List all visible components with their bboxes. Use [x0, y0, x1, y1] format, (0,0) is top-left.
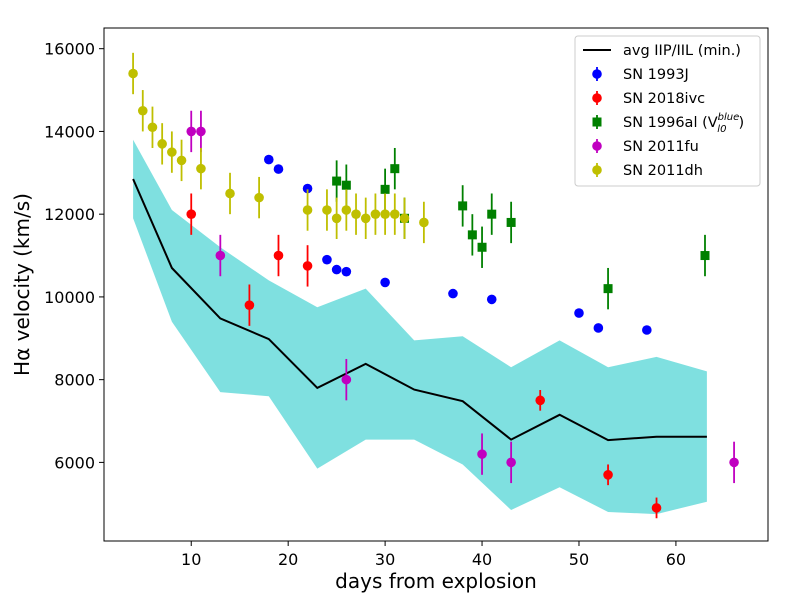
axis-ticks: 10 20 30 40 50 60 6000 8000 10000 12000 14000 16000: [44, 40, 686, 569]
legend: avg IIP/IIL (min.) SN 1993J SN 2018ivc SN 1…: [574, 35, 761, 187]
data-point: [390, 164, 400, 174]
data-point: [380, 184, 390, 194]
series-1: [186, 193, 662, 519]
data-point: [477, 449, 487, 459]
data-point: [322, 254, 332, 265]
data-point: [477, 242, 487, 252]
legend-marker: [592, 117, 602, 127]
data-point: [458, 201, 468, 211]
data-point: [399, 213, 410, 224]
data-point: [341, 266, 352, 277]
x-tick-label: 10: [181, 550, 201, 569]
series-0: [263, 154, 652, 335]
data-point: [535, 395, 546, 406]
data-point: [390, 209, 400, 219]
legend-label: SN 1996al (Vblue l0): [623, 112, 744, 135]
x-axis-label: days from explosion: [335, 569, 537, 593]
y-tick-label: 12000: [44, 205, 95, 224]
data-point: [651, 503, 662, 513]
data-point: [167, 147, 177, 157]
data-point: [331, 213, 342, 224]
data-point: [137, 105, 148, 116]
data-point: [196, 126, 206, 137]
data-point: [380, 277, 390, 288]
legend-marker: [592, 165, 602, 175]
data-point: [729, 457, 739, 468]
data-point: [147, 122, 158, 133]
spread-band: [133, 139, 707, 515]
spread-band-layer: [133, 139, 707, 515]
data-point: [341, 374, 352, 385]
data-point: [380, 209, 390, 219]
y-tick-label: 14000: [44, 122, 95, 141]
data-point: [332, 176, 342, 186]
data-point: [642, 325, 652, 335]
data-point: [603, 284, 613, 294]
data-point: [360, 213, 371, 224]
data-point: [700, 251, 710, 261]
data-point: [186, 209, 197, 219]
data-point: [128, 68, 138, 79]
avg-line-layer: [132, 178, 707, 442]
data-point: [244, 300, 255, 310]
y-tick-label: 6000: [54, 453, 95, 472]
data-point: [419, 217, 429, 228]
data-point: [186, 126, 197, 137]
data-point: [487, 209, 497, 219]
legend-marker: [592, 69, 602, 79]
series-4: [128, 52, 429, 244]
data-point: [302, 183, 313, 194]
data-point: [506, 457, 516, 468]
data-point: [506, 217, 516, 227]
data-point: [225, 188, 235, 199]
data-point: [196, 163, 206, 174]
legend-label: SN 2018ivc: [623, 91, 705, 107]
legend-marker: [592, 141, 602, 151]
data-point: [486, 294, 497, 305]
data-point: [273, 164, 284, 174]
y-axis-label: Hα velocity (km/s): [10, 193, 34, 376]
data-point: [351, 209, 361, 219]
x-tick-label: 60: [666, 550, 686, 569]
data-point: [302, 205, 313, 215]
legend-box: [574, 35, 761, 187]
data-point: [370, 209, 381, 219]
x-tick-label: 20: [278, 550, 298, 569]
data-point: [215, 250, 226, 261]
data-point: [341, 205, 352, 215]
data-point: [273, 250, 284, 261]
data-point: [157, 139, 167, 149]
legend-label: SN 2011fu: [623, 139, 699, 155]
legend-label: avg IIP/IIL (min.): [623, 43, 741, 59]
avg-line: [132, 178, 707, 442]
data-point: [263, 154, 274, 165]
y-tick-label: 10000: [44, 288, 95, 307]
data-point: [448, 288, 458, 299]
data-point: [322, 205, 332, 215]
x-tick-label: 40: [472, 550, 492, 569]
data-point: [467, 230, 477, 240]
data-point: [574, 308, 584, 318]
data-point: [603, 470, 613, 480]
legend-label: SN 1993J: [623, 67, 689, 83]
x-tick-label: 50: [569, 550, 589, 569]
data-point: [254, 192, 264, 203]
data-point: [176, 155, 187, 166]
legend-marker: [592, 93, 602, 103]
y-tick-label: 8000: [54, 371, 95, 390]
plot-area-frame: [103, 27, 769, 542]
x-tick-label: 30: [375, 550, 395, 569]
legend-label: SN 2011dh: [623, 163, 703, 179]
y-tick-label: 16000: [44, 40, 95, 59]
data-point: [341, 180, 351, 190]
series-3: [186, 110, 739, 484]
data-point: [302, 261, 313, 271]
data-point: [331, 264, 342, 275]
data-series-layer: [128, 52, 739, 519]
data-point: [593, 323, 604, 333]
